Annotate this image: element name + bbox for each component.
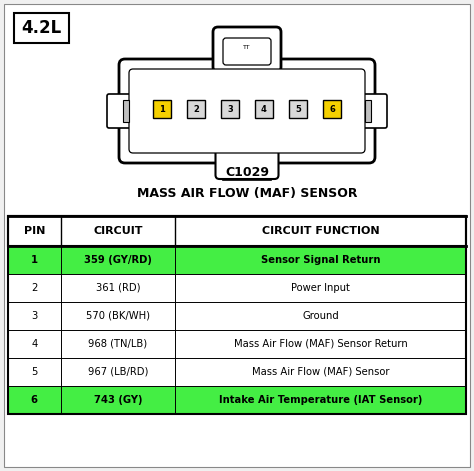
FancyBboxPatch shape [213,27,281,72]
Text: TT: TT [243,45,251,50]
Bar [187,100,205,118]
Text: 570 (BK/WH): 570 (BK/WH) [86,311,150,321]
Text: 361 (RD): 361 (RD) [96,283,140,293]
Bar [8,302,466,330]
Text: Power Input: Power Input [291,283,350,293]
FancyBboxPatch shape [223,38,271,65]
Bar [8,358,466,386]
Text: CIRCUIT: CIRCUIT [93,226,143,236]
FancyBboxPatch shape [363,94,387,128]
Bar [8,216,466,246]
Bar [8,274,466,302]
Text: 4.2L: 4.2L [21,19,62,37]
Text: Sensor Signal Return: Sensor Signal Return [261,255,380,265]
Bar [8,216,466,246]
Bar [153,100,171,118]
Text: 968 (TN/LB): 968 (TN/LB) [88,339,147,349]
Text: 3: 3 [227,105,233,114]
Bar [8,246,466,274]
Text: 5: 5 [31,367,37,377]
Text: 6: 6 [31,395,38,405]
Text: 4: 4 [31,339,37,349]
Text: 2: 2 [193,105,199,114]
Bar [289,100,307,118]
Bar [8,216,466,414]
Text: C1029: C1029 [225,167,269,179]
Bar [255,100,273,118]
Text: 6: 6 [329,105,335,114]
Text: Ground: Ground [302,311,339,321]
Text: 967 (LB/RD): 967 (LB/RD) [88,367,148,377]
Text: CIRCUIT FUNCTION: CIRCUIT FUNCTION [262,226,379,236]
FancyBboxPatch shape [129,69,365,153]
Bar [8,330,466,358]
Text: MASS AIR FLOW (MAF) SENSOR: MASS AIR FLOW (MAF) SENSOR [137,187,357,200]
Text: Mass Air Flow (MAF) Sensor: Mass Air Flow (MAF) Sensor [252,367,389,377]
Text: 359 (GY/RD): 359 (GY/RD) [84,255,152,265]
Bar [14,13,69,43]
Text: 2: 2 [31,283,37,293]
Text: 1: 1 [31,255,38,265]
FancyBboxPatch shape [216,149,279,179]
Bar [123,100,129,122]
Bar [323,100,341,118]
Text: Mass Air Flow (MAF) Sensor Return: Mass Air Flow (MAF) Sensor Return [234,339,408,349]
Text: Intake Air Temperature (IAT Sensor): Intake Air Temperature (IAT Sensor) [219,395,422,405]
Text: 5: 5 [295,105,301,114]
FancyBboxPatch shape [107,94,131,128]
Text: 4: 4 [261,105,267,114]
Text: 3: 3 [31,311,37,321]
Text: 1: 1 [159,105,165,114]
Bar [365,100,371,122]
Text: 743 (GY): 743 (GY) [94,395,142,405]
Bar [221,100,239,118]
Text: PIN: PIN [24,226,45,236]
Bar [8,386,466,414]
FancyBboxPatch shape [119,59,375,163]
